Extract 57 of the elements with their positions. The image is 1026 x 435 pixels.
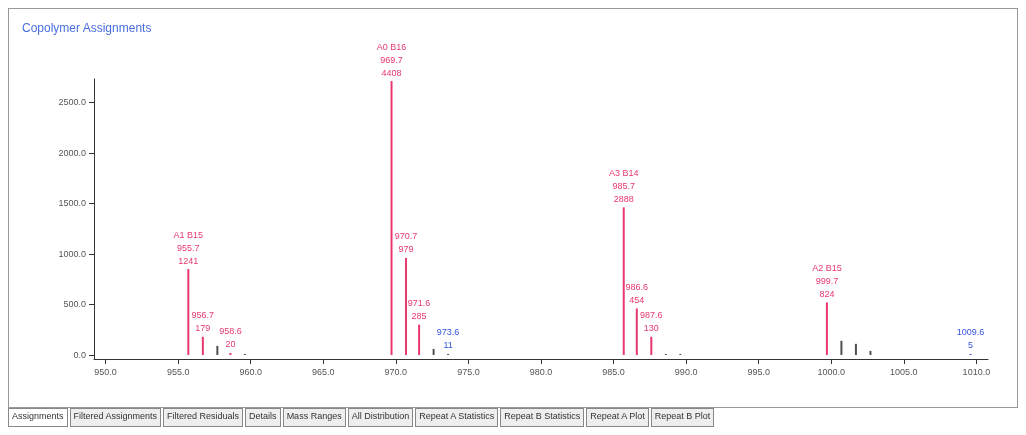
x-tick-label: 1000.0 [817,366,846,377]
text: Repeat A Statistics [415,408,499,427]
annotation: A1 B15 955.7 1241 [173,229,204,266]
y-tick-label: 0.0 [73,349,86,360]
y-tick-label: 2500.0 [58,97,86,108]
y-tick-label: 1500.0 [58,198,86,209]
annotation: 987.6 130 [640,310,663,334]
annotation: 971.6 285 [407,298,431,322]
text: Mass Ranges [282,408,346,427]
bar [622,207,625,355]
y-tick-label: 1000.0 [58,248,86,259]
text: Repeat B Plot [650,408,715,427]
bar [187,269,190,355]
bar [869,350,872,355]
y-tick-label: 500.0 [63,299,86,310]
annotation: 973.6 11 [436,327,460,351]
bar [635,308,638,355]
bar [216,345,219,355]
annotation: 1009.6 5 [956,327,985,351]
bar [201,336,204,355]
bar [229,352,232,355]
x-tick-label: 995.0 [747,366,770,377]
bar [432,348,435,355]
annotation: A3 B14 985.7 2888 [608,167,639,204]
x-tick-label: 985.0 [602,366,625,377]
x-tick-label: 970.0 [384,366,408,377]
bar [390,81,393,355]
text: Details [245,408,281,427]
x-tick-label: 990.0 [674,366,698,377]
bar [405,257,408,355]
bar [650,336,653,355]
x-tick-label: 1005.0 [890,366,918,377]
annotation: A0 B16 969.7 4408 [376,41,407,78]
text: Repeat B Statistics [500,408,585,427]
bar [840,340,843,355]
chart-title: Copolymer Assignments [22,21,152,35]
bar [825,302,828,355]
text: Filtered Residuals [163,408,244,427]
x-tick-label: 955.0 [166,366,190,377]
text: Repeat A Plot [586,408,649,427]
text: Assignments [8,408,68,427]
bar [418,324,421,355]
y-tick-label: 2000.0 [58,147,86,158]
annotation: 956.7 179 [191,310,215,334]
annotation: 970.7 979 [394,231,418,255]
x-tick-label: 1010.0 [962,366,991,377]
annotation: 986.6 454 [625,281,649,305]
x-tick-label: 950.0 [94,366,117,377]
annotation: A2 B15 999.7 824 [812,262,842,299]
annotation: 958.6 20 [219,326,242,350]
x-tick-label: 965.0 [312,366,335,377]
text: All Distribution [347,408,414,427]
text: Filtered Assignments [69,408,162,427]
x-tick-label: 960.0 [239,366,263,377]
x-tick-label: 975.0 [457,366,480,377]
bar [854,343,857,355]
x-tick-label: 980.0 [529,366,553,377]
